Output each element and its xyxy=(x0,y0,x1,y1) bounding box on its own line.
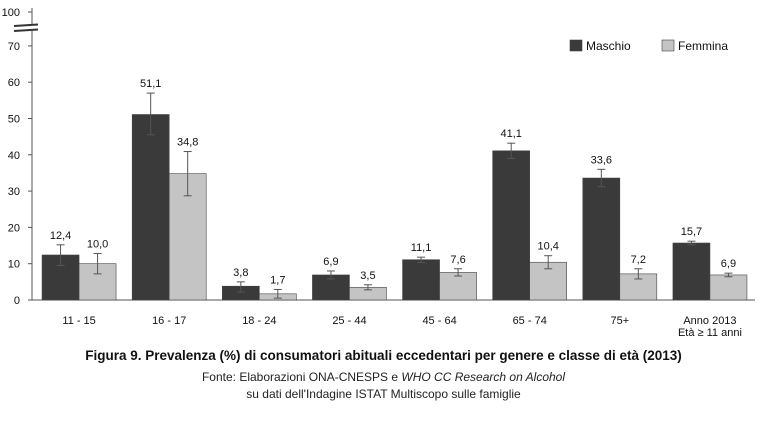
data-label: 6,9 xyxy=(721,258,736,270)
axis-break-mark xyxy=(13,23,39,27)
bar-maschio xyxy=(402,259,440,301)
y-top-label: 100 xyxy=(2,7,20,19)
x-tick-label: 45 - 64 xyxy=(422,315,456,327)
source-italic: WHO CC Research on Alcohol xyxy=(401,370,566,384)
source-prefix: Fonte: Elaborazioni ONA-CNESPS e xyxy=(201,370,402,384)
legend-swatch-femmina xyxy=(661,39,675,52)
bar-maschio xyxy=(312,274,350,301)
y-tick-label: 0 xyxy=(14,295,20,307)
axis-break-gap xyxy=(14,25,38,31)
bar-femmina xyxy=(709,274,748,301)
data-label: 6,9 xyxy=(323,256,338,268)
x-tick-label: 16 - 17 xyxy=(152,315,186,327)
y-tick-label: 60 xyxy=(8,77,20,89)
data-label: 1,7 xyxy=(270,274,285,286)
data-label: 3,5 xyxy=(360,270,375,282)
data-label: 3,8 xyxy=(233,267,248,279)
data-label: 51,1 xyxy=(140,78,161,90)
data-label: 15,7 xyxy=(681,226,702,238)
data-label: 12,4 xyxy=(50,230,71,242)
bar-chart: 0 10 20 30 40 50 60 70 100 12,4 10,0 11 - 15 51,1 34,… xyxy=(2,7,755,339)
figure-caption-source-line2: su dati dell'Indagine ISTAT Multiscopo s… xyxy=(246,387,521,401)
legend-label-maschio: Maschio xyxy=(586,39,631,53)
bar-maschio xyxy=(131,114,170,301)
x-tick-label: Età ≥ 11 anni xyxy=(678,327,742,339)
x-tick-label: 25 - 44 xyxy=(332,315,366,327)
data-label: 7,2 xyxy=(631,254,646,266)
legend-swatch-maschio xyxy=(569,39,583,52)
data-label: 41,1 xyxy=(500,128,521,140)
axis-break-mark xyxy=(13,28,39,32)
x-tick-label: 18 - 24 xyxy=(242,315,276,327)
data-label: 7,6 xyxy=(450,254,465,266)
figure-caption-source: Fonte: Elaborazioni ONA-CNESPS e WHO CC … xyxy=(0,370,767,384)
y-tick-label: 20 xyxy=(8,222,20,234)
bar-maschio xyxy=(582,177,621,301)
x-tick-label: 65 - 74 xyxy=(513,315,547,327)
bar-femmina xyxy=(439,272,477,301)
data-label: 10,0 xyxy=(87,239,108,251)
y-tick-label: 40 xyxy=(8,150,20,162)
figure-caption-title: Figura 9. Prevalenza (%) di consumatori … xyxy=(85,348,682,363)
y-tick-label: 70 xyxy=(8,41,20,53)
x-tick-label: 75+ xyxy=(610,315,629,327)
x-tick-label: 11 - 15 xyxy=(62,315,95,327)
legend-label-femmina: Femmina xyxy=(678,39,728,53)
data-label: 10,4 xyxy=(537,241,558,253)
y-tick-label: 10 xyxy=(8,259,20,271)
y-tick-label: 30 xyxy=(8,186,20,198)
data-label: 33,6 xyxy=(591,154,612,166)
data-label: 11,1 xyxy=(411,242,432,254)
y-tick-label: 50 xyxy=(8,114,20,126)
x-tick-label: Anno 2013 xyxy=(683,315,736,327)
data-label: 34,8 xyxy=(177,137,198,149)
bar-maschio xyxy=(492,150,530,301)
bar-maschio xyxy=(672,242,711,301)
